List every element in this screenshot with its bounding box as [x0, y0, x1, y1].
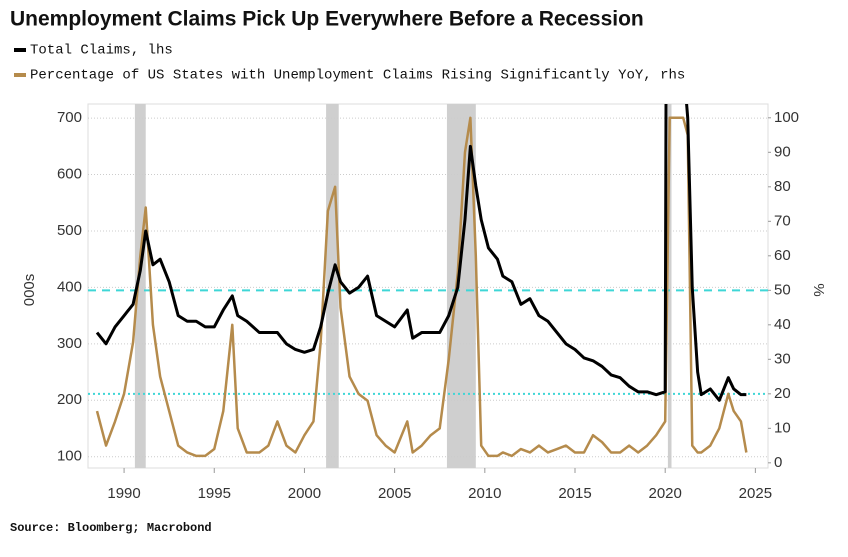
- chart-title: Unemployment Claims Pick Up Everywhere B…: [10, 8, 644, 31]
- recession-band: [326, 104, 339, 468]
- y2-tick-label: 50: [774, 281, 791, 298]
- y2-tick-label: 30: [774, 350, 791, 367]
- y-tick-label: 600: [57, 166, 82, 183]
- legend-label: Total Claims, lhs: [30, 43, 173, 59]
- recession-band: [134, 104, 146, 468]
- y2-tick-label: 0: [774, 454, 782, 471]
- y-axis-label: 000s: [21, 274, 38, 307]
- y2-tick-label: 80: [774, 178, 791, 195]
- y2-tick-label: 90: [774, 143, 791, 160]
- x-tick-label: 1995: [198, 485, 231, 502]
- x-tick-label: 2000: [288, 485, 321, 502]
- x-tick-label: 2010: [468, 485, 501, 502]
- x-tick-label: 2025: [739, 485, 772, 502]
- y2-tick-label: 60: [774, 247, 791, 264]
- y2-axis-label: %: [810, 283, 827, 296]
- y2-tick-label: 100: [774, 109, 799, 126]
- y2-tick-label: 10: [774, 419, 791, 436]
- recession-band: [667, 104, 672, 468]
- y-tick-label: 500: [57, 222, 82, 239]
- y2-tick-label: 40: [774, 316, 791, 333]
- x-tick-label: 2015: [558, 485, 591, 502]
- y-tick-label: 700: [57, 109, 82, 126]
- y-tick-label: 100: [57, 448, 82, 465]
- x-tick-label: 2020: [649, 485, 682, 502]
- source: Source: Bloomberg; Macrobond: [10, 521, 212, 535]
- y-tick-label: 200: [57, 391, 82, 408]
- plot-area: [88, 104, 768, 468]
- y2-tick-label: 20: [774, 385, 791, 402]
- y-tick-label: 400: [57, 278, 82, 295]
- x-tick-label: 1990: [107, 485, 140, 502]
- legend-label: Percentage of US States with Unemploymen…: [30, 68, 685, 84]
- series-line: [95, 116, 748, 458]
- series-line: [95, 104, 747, 402]
- y2-tick-label: 70: [774, 212, 791, 229]
- plot-frame: [87, 103, 769, 469]
- y-tick-label: 300: [57, 335, 82, 352]
- x-tick-label: 2005: [378, 485, 411, 502]
